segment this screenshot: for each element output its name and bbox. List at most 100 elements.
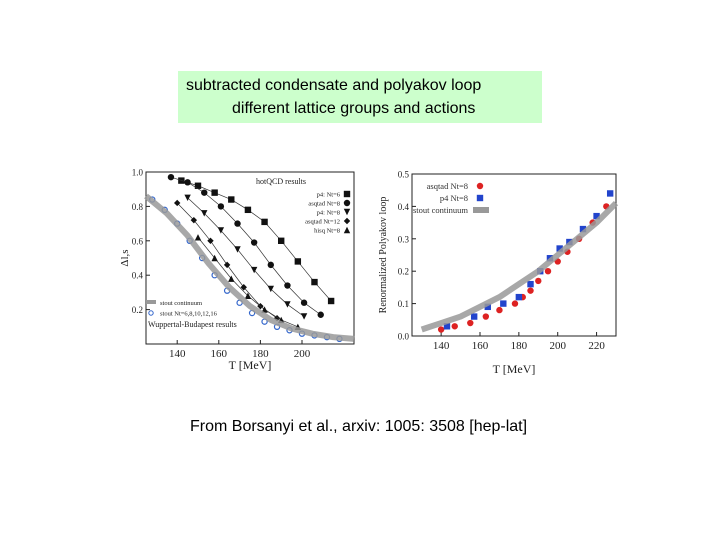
caption-box: subtracted condensate and polyakov loop … xyxy=(178,71,542,123)
plot-frame xyxy=(411,173,617,337)
y-tick-label: 0.0 xyxy=(398,332,410,342)
x-tick-label: 200 xyxy=(294,348,311,360)
continuum-band xyxy=(144,193,355,342)
legend-marker xyxy=(343,199,351,207)
polyakov-loop-chart: 140 160 180 200 220 0.0 0.1 0.2 0.3 0.4 0.5 T [MeV]… xyxy=(378,170,619,376)
data-point xyxy=(278,237,285,244)
data-point xyxy=(451,323,458,330)
x-tick-label: 220 xyxy=(588,340,605,352)
data-point xyxy=(201,189,208,196)
legend-title: hotQCD results xyxy=(256,177,306,186)
data-point xyxy=(240,284,247,291)
data-point xyxy=(467,319,474,327)
data-point xyxy=(593,212,600,220)
data-point xyxy=(470,313,478,320)
legend-label: p4: Nt=8 xyxy=(317,210,340,217)
legend-label: stout continuum xyxy=(413,205,468,215)
series-6 xyxy=(144,193,355,342)
condensate-chart: 140 160 180 200 0.2 0.4 0.6 0.8 1.0 T [MeV] Δl,s ho… xyxy=(119,168,355,372)
data-point xyxy=(228,196,235,203)
x-tick-label: 180 xyxy=(511,340,528,352)
fit-curve xyxy=(170,176,321,316)
legend-marker xyxy=(343,217,351,225)
legend-label: p4: Nt=6 xyxy=(317,192,341,199)
data-point xyxy=(223,261,231,269)
data-point xyxy=(194,234,202,241)
data-point xyxy=(544,268,552,275)
legend-marker xyxy=(148,310,154,316)
series-2 xyxy=(420,201,619,333)
legend-marker xyxy=(476,194,484,202)
data-point xyxy=(211,189,218,196)
data-point xyxy=(327,297,335,305)
y-tick-label: 0.2 xyxy=(398,267,409,277)
data-point xyxy=(294,258,302,265)
caption-line-1: subtracted condensate and polyakov loop xyxy=(186,77,482,94)
data-point xyxy=(174,199,181,207)
y-axis-label: Renormalized Polyakov loop xyxy=(378,197,389,314)
data-point xyxy=(500,300,507,307)
data-point xyxy=(482,313,490,320)
data-point xyxy=(484,303,491,311)
legend-label: Wuppertal-Budapest results xyxy=(148,320,237,329)
data-point xyxy=(300,313,308,320)
x-tick-label: 140 xyxy=(433,340,450,352)
citation: From Borsanyi et al., arxiv: 1005: 3508 … xyxy=(190,418,528,435)
data-point xyxy=(556,245,563,252)
legend-label: hisq Nt=8 xyxy=(314,228,340,235)
data-point xyxy=(217,227,225,234)
continuum-band xyxy=(420,201,619,333)
x-axis-label: T [MeV] xyxy=(493,362,536,376)
data-point xyxy=(194,182,202,189)
y-tick-label: 0.5 xyxy=(398,170,410,180)
legend-marker xyxy=(343,208,351,216)
legend-label: stout Nt=6,8,10,12,16 xyxy=(160,311,218,318)
legend-band-swatch xyxy=(146,300,156,304)
legend-label: asqtad Nt=8 xyxy=(427,181,468,191)
data-point xyxy=(317,311,324,318)
data-point xyxy=(284,282,291,289)
data-point xyxy=(207,237,214,244)
y-tick-label: 0.3 xyxy=(398,234,410,244)
data-point xyxy=(284,301,291,308)
legend-band-swatch xyxy=(473,207,489,213)
legend-marker xyxy=(343,226,351,234)
data-point xyxy=(267,285,274,293)
data-point xyxy=(311,278,318,286)
y-tick-label: 0.4 xyxy=(398,202,410,212)
y-tick-label: 0.8 xyxy=(132,202,144,212)
x-axis-label: T [MeV] xyxy=(229,358,272,372)
data-point xyxy=(535,277,542,285)
legend-marker xyxy=(476,182,484,190)
x-tick-label: 200 xyxy=(549,340,566,352)
data-point xyxy=(437,326,445,333)
caption-line-2: different lattice groups and actions xyxy=(232,100,476,117)
data-point xyxy=(184,194,191,201)
data-point xyxy=(167,173,175,181)
data-point xyxy=(515,293,523,301)
data-point xyxy=(228,275,235,282)
x-tick-label: 140 xyxy=(169,348,186,360)
data-point xyxy=(267,261,274,269)
y-tick-label: 0.6 xyxy=(132,236,144,246)
y-tick-label: 0.4 xyxy=(132,271,144,281)
series-1 xyxy=(167,173,324,318)
data-point xyxy=(443,323,451,330)
data-point xyxy=(184,179,191,186)
legend-label: asqtad Nt=12 xyxy=(305,219,340,226)
data-point xyxy=(250,239,258,246)
data-point xyxy=(244,292,252,300)
data-point xyxy=(511,300,519,307)
y-tick-label: 0.2 xyxy=(132,305,143,315)
x-tick-label: 160 xyxy=(472,340,489,352)
data-point xyxy=(190,216,198,224)
data-point xyxy=(496,306,503,314)
legend-marker xyxy=(343,190,351,198)
legend-label: p4 Nt=8 xyxy=(440,193,468,203)
y-axis-label: Δl,s xyxy=(119,249,131,266)
y-tick-label: 1.0 xyxy=(132,168,144,178)
data-point xyxy=(211,254,218,262)
data-point xyxy=(261,218,268,226)
legend-label: stout continuum xyxy=(160,300,202,307)
data-point xyxy=(250,266,258,274)
